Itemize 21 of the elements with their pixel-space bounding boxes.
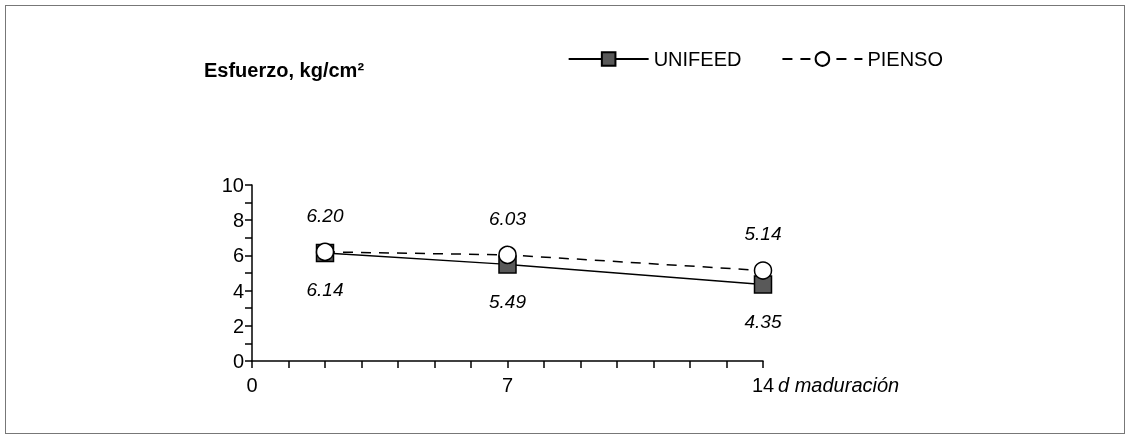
y-tick-label: 10	[221, 174, 244, 196]
y-tick-label: 6	[232, 244, 244, 267]
data-label: 6.14	[306, 279, 344, 301]
x-tick-label: 0	[246, 374, 258, 396]
y-tick-label: 8	[232, 209, 244, 232]
data-label: 5.49	[489, 290, 527, 312]
x-tick-label: 7	[501, 374, 514, 396]
y-tick-label: 4	[232, 279, 244, 302]
x-tick-label: 14	[751, 374, 775, 396]
data-label: 6.20	[306, 204, 344, 226]
legend-label: PIENSO	[867, 48, 943, 70]
legend-label: UNIFEED	[653, 48, 742, 70]
y-tick-label: 0	[232, 350, 244, 372]
data-label: 6.03	[489, 207, 527, 229]
data-label: 4.35	[744, 310, 782, 332]
y-axis-title: Esfuerzo, kg/cm²	[204, 59, 365, 81]
point	[753, 261, 773, 280]
y-tick-label: 2	[232, 314, 244, 337]
point	[498, 245, 517, 265]
data-label: 5.14	[744, 223, 782, 245]
x-axis-title: d maduración	[778, 374, 900, 396]
